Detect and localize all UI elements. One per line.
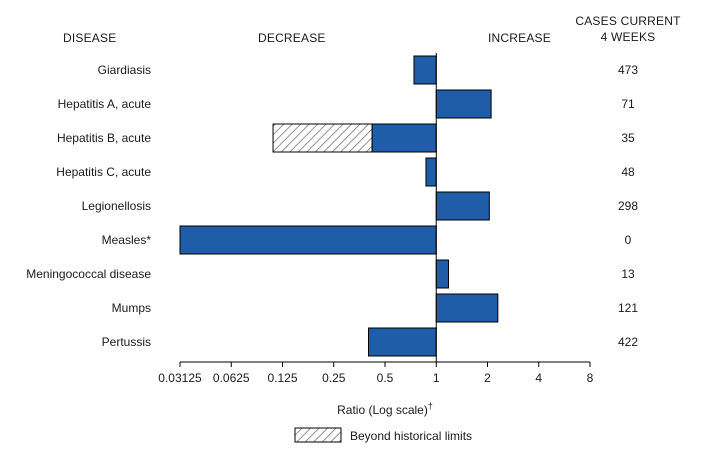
- case-count-3: 48: [621, 165, 635, 179]
- legend-label: Beyond historical limits: [350, 429, 472, 443]
- x-tick-label-3: 0.25: [322, 371, 346, 385]
- category-label-5: Measles*: [102, 233, 152, 247]
- x-tick-label-8: 8: [587, 371, 594, 385]
- legend: Beyond historical limits: [294, 427, 472, 443]
- bar-5: [179, 225, 437, 255]
- case-counts: 473 71 35 48 298 0 13 121 422: [618, 63, 638, 349]
- case-count-7: 121: [618, 301, 638, 315]
- bar-4: [435, 191, 490, 221]
- case-count-1: 71: [621, 97, 635, 111]
- category-label-8: Pertussis: [102, 335, 151, 349]
- category-label-1: Hepatitis A, acute: [58, 97, 152, 111]
- x-tick-label-5: 1: [433, 371, 440, 385]
- case-count-5: 0: [625, 233, 632, 247]
- category-label-3: Hepatitis C, acute: [56, 165, 151, 179]
- category-label-2: Hepatitis B, acute: [57, 131, 151, 145]
- bar-8: [368, 327, 437, 357]
- category-label-0: Giardiasis: [98, 63, 151, 77]
- case-count-8: 422: [618, 335, 638, 349]
- bars-layer: [179, 55, 499, 357]
- x-tick-label-7: 4: [535, 371, 542, 385]
- bar-6: [435, 259, 449, 289]
- header-increase: INCREASE: [488, 31, 551, 45]
- x-tick-label-1: 0.0625: [213, 371, 250, 385]
- x-tick-label-4: 0.5: [377, 371, 394, 385]
- bar-7: [435, 293, 499, 323]
- x-axis-title-mark: †: [428, 401, 433, 411]
- bar-3: [425, 157, 437, 187]
- case-count-4: 298: [618, 199, 638, 213]
- category-label-7: Mumps: [112, 301, 151, 315]
- x-axis-title-text: Ratio (Log scale): [337, 403, 428, 417]
- header-cases-line1: CASES CURRENT: [575, 14, 681, 28]
- legend-swatch-hatched: [294, 427, 342, 443]
- bar-1: [435, 89, 492, 119]
- x-axis-title: Ratio (Log scale)†: [337, 401, 433, 417]
- header-decrease: DECREASE: [258, 31, 326, 45]
- category-labels: Giardiasis Hepatitis A, acute Hepatitis B,…: [26, 63, 151, 349]
- header-disease: DISEASE: [63, 31, 117, 45]
- category-label-6: Meningococcal disease: [26, 267, 151, 281]
- category-label-4: Legionellosis: [82, 199, 151, 213]
- x-tick-label-6: 2: [484, 371, 491, 385]
- case-count-2: 35: [621, 131, 635, 145]
- bar-hatched-2: [272, 123, 373, 153]
- bar-2: [371, 123, 437, 153]
- case-count-0: 473: [618, 63, 638, 77]
- x-axis: 0.03125 0.0625 0.125 0.25 0.5 1 2 4 8: [158, 53, 594, 385]
- x-tick-label-2: 0.125: [267, 371, 297, 385]
- case-count-6: 13: [621, 267, 635, 281]
- header-cases: CASES CURRENT 4 WEEKS: [573, 13, 683, 45]
- bar-0: [413, 55, 437, 85]
- header-cases-line2: 4 WEEKS: [600, 30, 656, 44]
- x-tick-label-0: 0.03125: [158, 371, 202, 385]
